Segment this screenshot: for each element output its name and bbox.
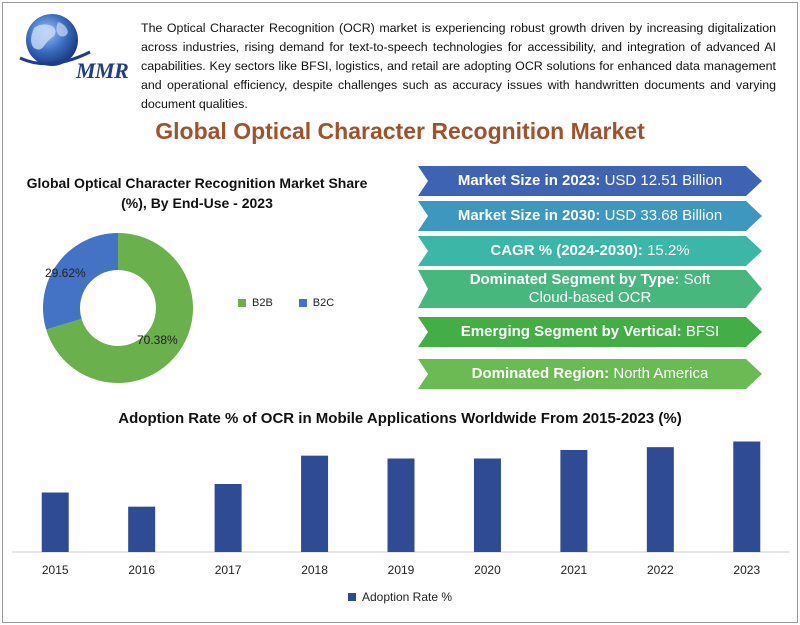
intro-paragraph: The Optical Character Recognition (OCR) …: [141, 21, 776, 111]
legend-swatch-adoption: [347, 593, 356, 601]
pie-label-b2c: 29.62%: [45, 266, 86, 280]
x-tick-label: 2021: [561, 563, 588, 577]
stat-emerging-segment: Emerging Segment by Vertical: BFSI: [418, 317, 762, 347]
x-tick-label: 2018: [301, 563, 328, 577]
bar-2018: [301, 455, 329, 552]
x-tick-label: 2016: [128, 563, 155, 577]
pie-chart-title: Global Optical Character Recognition Mar…: [26, 175, 368, 211]
stat-value: USD 12.51 Billion: [604, 172, 723, 189]
stat-value: 15.2%: [647, 242, 690, 259]
bar-chart: 2015 2016 2017 2018 2019 2020 2021 2022 2023: [12, 441, 790, 577]
x-tick-label: 2019: [388, 563, 415, 577]
stat-label: Market Size in 2030:: [457, 207, 601, 224]
pie-slice-b2c: [42, 233, 118, 330]
pie-legend: B2B B2C: [238, 297, 334, 309]
stat-value: Soft Cloud-based OCR: [528, 271, 711, 306]
legend-swatch-b2c: [298, 299, 307, 307]
legend-item-b2b: B2B: [238, 297, 273, 309]
stat-dominated-region: Dominated Region: North America: [418, 359, 762, 389]
stat-label: Dominated Region:: [471, 365, 610, 382]
bar-legend: Adoption Rate %: [0, 590, 800, 604]
bar-2016: [128, 506, 156, 552]
stat-label: CAGR % (2024-2030):: [490, 242, 643, 259]
mmr-logo: MMR: [14, 10, 129, 83]
bar-2017: [214, 484, 242, 552]
x-tick-label: 2022: [647, 563, 674, 577]
bar-2023: [733, 441, 761, 552]
stat-market-size-2030: Market Size in 2030: USD 33.68 Billion: [418, 201, 762, 231]
stat-value: BFSI: [685, 323, 720, 340]
bar-2021: [560, 450, 588, 552]
legend-label-b2c: B2C: [312, 297, 335, 309]
pie-label-b2b: 70.38%: [137, 333, 178, 347]
bar-2019: [387, 458, 415, 552]
stat-label: Dominated Segment by Type:: [469, 271, 680, 288]
page-title: Global Optical Character Recognition Mar…: [155, 118, 645, 144]
stat-label: Emerging Segment by Vertical:: [460, 323, 682, 340]
legend-label-b2b: B2B: [252, 297, 273, 309]
stat-market-size-2023: Market Size in 2023: USD 12.51 Billion: [418, 166, 762, 196]
legend-item-b2c: B2C: [298, 297, 335, 309]
x-tick-label: 2020: [474, 563, 501, 577]
x-tick-label: 2023: [733, 563, 760, 577]
globe-icon: [19, 14, 91, 66]
stat-cagr: CAGR % (2024-2030): 15.2%: [418, 236, 762, 266]
bar-2022: [646, 447, 674, 552]
legend-label-adoption: Adoption Rate %: [361, 590, 453, 604]
logo-text: MMR: [76, 58, 129, 83]
pie-chart: [42, 233, 193, 383]
bar-2020: [473, 458, 501, 552]
stat-value: North America: [613, 365, 709, 382]
stat-label: Market Size in 2023:: [457, 172, 601, 189]
x-tick-label: 2015: [42, 563, 69, 577]
stat-dominated-segment-type: Dominated Segment by Type: Soft Cloud-ba…: [418, 270, 762, 308]
pie-slice-b2b: [46, 233, 193, 383]
stat-value: USD 33.68 Billion: [604, 207, 723, 224]
bar-2015: [41, 492, 69, 552]
bar-chart-title: Adoption Rate % of OCR in Mobile Applica…: [118, 410, 682, 427]
x-tick-label: 2017: [215, 563, 242, 577]
legend-swatch-b2b: [238, 299, 246, 307]
